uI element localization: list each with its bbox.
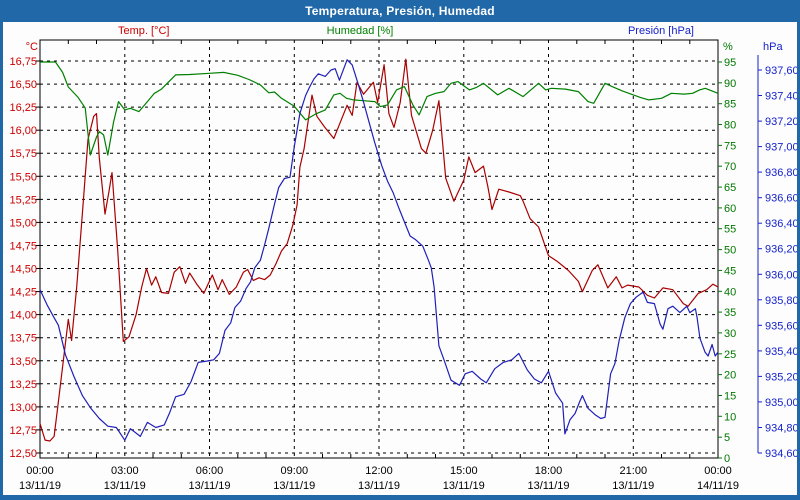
humidity-tick-label: 50 <box>724 245 736 257</box>
pressure-tick-label: 936,60 <box>765 193 799 205</box>
x-tick-time: 12:00 <box>365 465 393 477</box>
pressure-tick-label: 936,80 <box>765 167 799 179</box>
x-tick-date: 13/11/19 <box>612 480 654 492</box>
humidity-tick-label: 25 <box>724 349 736 361</box>
x-tick-time: 09:00 <box>281 465 309 477</box>
temp-tick-label: 13,25 <box>9 379 37 391</box>
x-tick-date: 13/11/19 <box>188 480 230 492</box>
pressure-tick-label: 937,40 <box>765 91 799 103</box>
temp-tick-label: 12,50 <box>9 448 37 460</box>
pressure-axis-unit: hPa <box>763 41 783 53</box>
plot-border <box>39 39 719 459</box>
pressure-tick-label: 935,60 <box>765 320 799 332</box>
pressure-tick-label: 936,00 <box>765 269 799 281</box>
humidity-tick-label: 40 <box>724 286 736 298</box>
temp-tick-label: 15,75 <box>9 148 37 160</box>
x-tick-date: 13/11/19 <box>358 480 400 492</box>
humidity-tick-label: 60 <box>724 203 736 215</box>
temp-axis-unit: °C <box>25 41 38 53</box>
humidity-tick-label: 15 <box>724 391 736 403</box>
temp-series-line <box>39 58 719 442</box>
x-tick-time: 00:00 <box>704 465 732 477</box>
temp-tick-label: 13,50 <box>9 356 37 368</box>
temp-tick-label: 16,00 <box>9 125 37 137</box>
temp-tick-label: 15,25 <box>9 194 37 206</box>
x-tick-time: 06:00 <box>196 465 224 477</box>
temp-tick-label: 13,75 <box>9 333 37 345</box>
pressure-tick-label: 937,20 <box>765 116 799 128</box>
pressure-tick-label: 935,00 <box>765 397 799 409</box>
humidity-tick-label: 90 <box>724 78 736 90</box>
humidity-series-line <box>40 61 719 156</box>
pressure-tick-label: 935,20 <box>765 371 799 383</box>
window-border-bottom <box>0 495 800 500</box>
pressure-tick-label: 937,00 <box>765 142 799 154</box>
humidity-tick-label: 55 <box>724 224 736 236</box>
temp-tick-label: 16,75 <box>9 56 37 68</box>
x-tick-time: 03:00 <box>111 465 139 477</box>
temp-tick-label: 14,25 <box>9 287 37 299</box>
legend-humidity-label: Humedad [%] <box>326 25 394 37</box>
x-tick-date: 13/11/19 <box>19 480 61 492</box>
temp-tick-label: 15,50 <box>9 171 37 183</box>
temp-tick-label: 14,50 <box>9 264 37 276</box>
pressure-tick-label: 935,40 <box>765 346 799 358</box>
humidity-tick-label: 95 <box>724 57 736 69</box>
legend-temp-label: Temp. [°C] <box>118 25 170 37</box>
x-tick-time: 00:00 <box>26 465 54 477</box>
x-tick-date: 13/11/19 <box>443 480 485 492</box>
window-border-left <box>0 22 3 500</box>
temp-tick-label: 16,25 <box>9 102 37 114</box>
window-titlebar: Temperatura, Presión, Humedad <box>0 0 800 22</box>
x-tick-time: 21:00 <box>620 465 648 477</box>
x-tick-date: 14/11/19 <box>697 480 739 492</box>
temp-tick-label: 13,00 <box>9 402 37 414</box>
pressure-tick-label: 935,80 <box>765 295 799 307</box>
pressure-tick-label: 936,20 <box>765 244 799 256</box>
temp-tick-label: 14,00 <box>9 310 37 322</box>
humidity-tick-label: 45 <box>724 265 736 277</box>
humidity-tick-label: 65 <box>724 182 736 194</box>
humidity-axis-unit: % <box>723 41 733 53</box>
pressure-tick-label: 934,60 <box>765 448 799 460</box>
humidity-tick-label: 30 <box>724 328 736 340</box>
pressure-tick-label: 934,80 <box>765 423 799 435</box>
pressure-tick-label: 936,40 <box>765 218 799 230</box>
legend-pressure-label: Presión [hPa] <box>627 25 694 37</box>
humidity-tick-label: 5 <box>724 432 730 444</box>
x-tick-time: 15:00 <box>450 465 478 477</box>
humidity-tick-label: 75 <box>724 140 736 152</box>
window-title: Temperatura, Presión, Humedad <box>305 4 495 18</box>
pressure-tick-label: 937,60 <box>765 65 799 77</box>
humidity-tick-label: 10 <box>724 411 736 423</box>
temp-tick-label: 16,50 <box>9 79 37 91</box>
temp-tick-label: 12,75 <box>9 425 37 437</box>
x-tick-date: 13/11/19 <box>273 480 315 492</box>
humidity-tick-label: 20 <box>724 370 736 382</box>
humidity-tick-label: 0 <box>724 453 730 465</box>
x-tick-date: 13/11/19 <box>527 480 569 492</box>
x-tick-date: 13/11/19 <box>104 480 146 492</box>
pressure-series-line <box>39 59 719 441</box>
temp-tick-label: 14,75 <box>9 241 37 253</box>
temp-tick-label: 15,00 <box>9 217 37 229</box>
x-tick-time: 18:00 <box>535 465 563 477</box>
humidity-tick-label: 70 <box>724 161 736 173</box>
humidity-tick-label: 85 <box>724 99 736 111</box>
humidity-tick-label: 35 <box>724 307 736 319</box>
window-border-right <box>797 22 800 500</box>
humidity-tick-label: 80 <box>724 120 736 132</box>
